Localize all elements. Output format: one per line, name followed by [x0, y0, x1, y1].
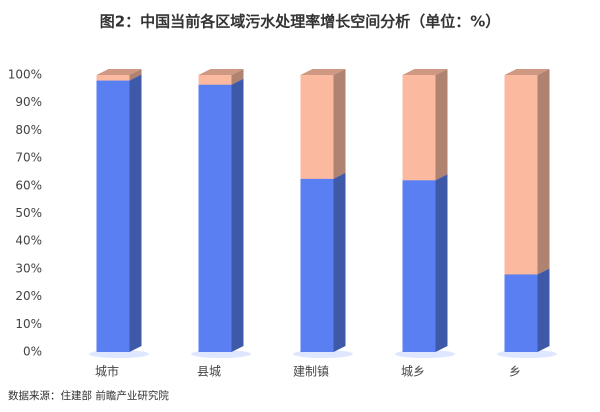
bar-segment: [402, 174, 448, 352]
bar-segment: [402, 69, 448, 181]
y-tick-label: 20%: [15, 289, 42, 303]
bar-side: [231, 78, 244, 352]
bar-side: [231, 69, 244, 85]
bar-front: [504, 274, 538, 352]
bar-front: [198, 75, 232, 85]
y-tick-label: 0%: [23, 345, 42, 359]
bar-front: [96, 80, 130, 352]
bar-side: [129, 74, 142, 352]
y-tick-label: 10%: [15, 317, 42, 331]
bar-side: [537, 268, 550, 352]
y-tick-label: 30%: [15, 261, 42, 275]
x-tick-label: 城市: [95, 364, 119, 379]
bar-side: [333, 172, 346, 352]
bar-top: [402, 69, 448, 75]
bar-segment: [300, 172, 346, 352]
bar-front: [300, 75, 334, 179]
bar-front: [198, 84, 232, 352]
bar-top: [96, 69, 142, 75]
bar-front: [96, 75, 130, 81]
bar-front: [504, 75, 538, 275]
bar-front: [402, 75, 436, 181]
y-tick-label: 80%: [15, 123, 42, 137]
x-tick-label: 县城: [197, 365, 221, 379]
bar-front: [402, 180, 436, 352]
bar-top: [198, 69, 244, 75]
bar-segment: [96, 69, 142, 81]
bar-side: [435, 174, 448, 352]
bar-side: [129, 69, 142, 81]
y-tick-label: 100%: [8, 68, 42, 82]
x-tick-label: 乡: [509, 365, 521, 379]
bar-segment: [198, 69, 244, 85]
y-tick-label: 90%: [15, 95, 42, 109]
bar-top: [300, 69, 346, 75]
bar-segment: [504, 268, 550, 352]
bar-segment: [300, 69, 346, 179]
bar-side: [333, 69, 346, 179]
bar-segment: [96, 74, 142, 352]
chart-title: 图2：中国当前各区域污水处理率增长空间分析（单位：%）: [100, 13, 500, 31]
y-tick-label: 40%: [15, 234, 42, 248]
y-tick-label: 60%: [15, 178, 42, 192]
bar-segment: [504, 69, 550, 275]
bar-front: [300, 178, 334, 352]
y-tick-label: 50%: [15, 206, 42, 220]
bar-segment: [198, 78, 244, 352]
y-tick-label: 70%: [15, 151, 42, 165]
x-tick-label: 城乡: [401, 365, 425, 379]
bar-side: [435, 69, 448, 181]
bar-top: [504, 69, 550, 75]
source-note: 数据来源：住建部 前瞻产业研究院: [8, 389, 169, 402]
bar-side: [537, 69, 550, 275]
x-tick-label: 建制镇: [293, 365, 329, 379]
